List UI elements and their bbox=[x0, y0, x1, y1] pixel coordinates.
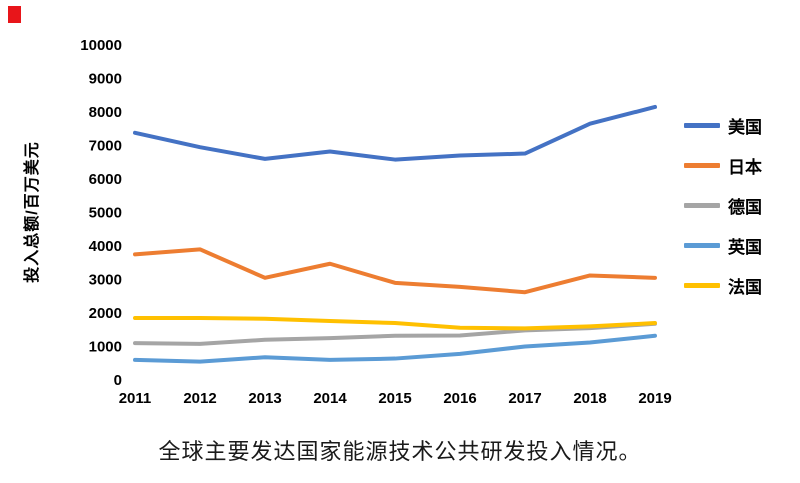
legend-label: 英国 bbox=[728, 238, 762, 257]
series-line-日本 bbox=[133, 247, 657, 295]
legend-label: 日本 bbox=[728, 158, 762, 177]
corner-red-mark bbox=[8, 6, 21, 23]
y-tick-label: 10000 bbox=[80, 37, 122, 54]
legend-item: 德国 bbox=[684, 194, 762, 217]
legend-swatch-icon bbox=[684, 283, 720, 288]
legend-label: 法国 bbox=[728, 278, 762, 297]
x-tick-label: 2016 bbox=[443, 390, 476, 407]
legend-label: 德国 bbox=[728, 198, 762, 217]
y-tick-label: 9000 bbox=[89, 71, 122, 88]
x-tick-label: 2013 bbox=[248, 390, 281, 407]
y-tick-label: 8000 bbox=[89, 104, 122, 121]
x-tick-label: 2014 bbox=[313, 390, 347, 407]
series-line-英国 bbox=[133, 333, 657, 364]
y-tick-label: 5000 bbox=[89, 205, 122, 222]
series-line-法国 bbox=[133, 316, 657, 331]
x-tick-label: 2012 bbox=[183, 390, 216, 407]
y-tick-label: 6000 bbox=[89, 171, 122, 188]
y-tick-label: 3000 bbox=[89, 272, 122, 289]
x-tick-label: 2017 bbox=[508, 390, 541, 407]
legend-item: 英国 bbox=[684, 234, 762, 257]
y-tick-label: 4000 bbox=[89, 238, 122, 255]
y-tick-label: 0 bbox=[114, 372, 122, 389]
series-line-美国 bbox=[133, 104, 657, 162]
legend-swatch-icon bbox=[684, 123, 720, 128]
legend-item: 美国 bbox=[684, 114, 762, 137]
legend-swatch-icon bbox=[684, 163, 720, 168]
x-tick-label: 2011 bbox=[119, 390, 152, 407]
legend-item: 日本 bbox=[684, 154, 762, 177]
x-tick-label: 2019 bbox=[638, 390, 671, 407]
chart-legend: 美国日本德国英国法国 bbox=[684, 114, 762, 297]
y-tick-label: 7000 bbox=[89, 138, 122, 155]
y-tick-label: 2000 bbox=[89, 305, 122, 322]
x-tick-label: 2015 bbox=[378, 390, 411, 407]
legend-swatch-icon bbox=[684, 203, 720, 208]
legend-swatch-icon bbox=[684, 243, 720, 248]
y-tick-label: 1000 bbox=[89, 339, 122, 356]
legend-label: 美国 bbox=[728, 118, 762, 137]
chart-title: 全球主要发达国家能源技术公共研发投入情况。 bbox=[158, 440, 642, 465]
legend-item: 法国 bbox=[684, 274, 762, 297]
x-tick-label: 2018 bbox=[573, 390, 606, 407]
